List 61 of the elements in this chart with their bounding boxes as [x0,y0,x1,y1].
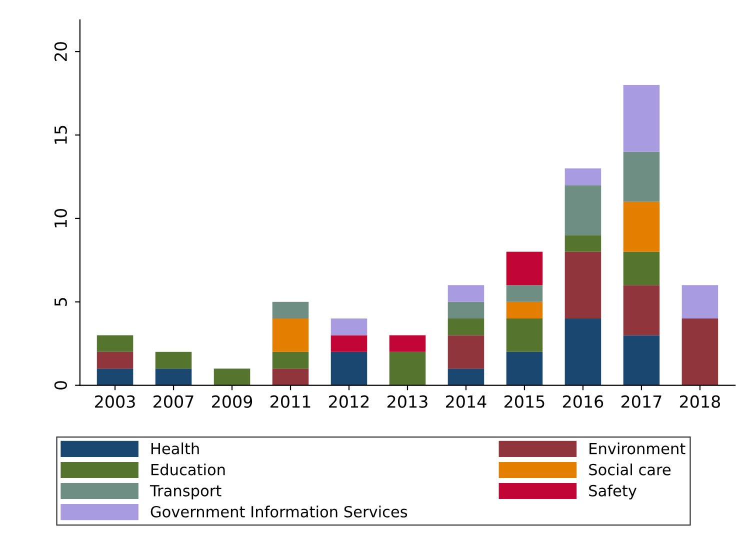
bar [448,368,484,386]
bar [506,302,543,319]
bar [623,252,660,286]
bar [389,335,426,352]
bar [682,318,718,386]
legend-label: Government Information Services [150,506,408,518]
bar [330,335,368,352]
bar [448,318,484,336]
x-tick-label: 2003 [95,395,135,408]
bar [564,252,602,319]
x-tick-label: 2007 [154,395,194,408]
y-tick-label: 20 [54,42,67,61]
x-tick-label: 2017 [621,395,662,408]
legend-label: Social care [589,464,671,476]
bar [448,302,484,319]
bar [623,202,660,252]
x-tick-label: 2014 [446,395,486,408]
legend-label: Safety [589,484,637,500]
legend-label: Transport [150,485,222,500]
bar [330,318,368,336]
bar [564,185,602,236]
y-tick-label: 0 [54,381,67,390]
legend-label: Health [151,442,199,454]
x-tick-label: 2013 [388,395,428,408]
bar [155,368,192,386]
bar [564,318,602,386]
bar [682,285,718,319]
bar [506,285,543,302]
x-tick-label: 2009 [212,395,252,408]
legend-label: Education [151,464,225,476]
bar [448,285,484,302]
bar [623,152,660,202]
bar [96,368,134,386]
bar [564,168,602,186]
y-tick-label: 5 [54,298,67,306]
bar [506,352,543,386]
bar [272,318,309,352]
bar [272,368,309,386]
bar [506,252,543,286]
bar [623,84,660,152]
bar [155,352,192,369]
bar [272,302,309,319]
y-tick-label: 15 [54,126,67,144]
bar [272,352,309,369]
x-tick-label: 2015 [504,395,544,408]
bar [448,335,484,369]
x-tick-label: 2018 [680,395,720,408]
y-tick-label: 10 [54,208,67,228]
bar [214,368,250,386]
x-tick-label: 2016 [562,395,604,408]
legend-label: Environment [590,442,686,454]
bar [330,352,368,386]
bar [389,352,426,386]
x-tick-label: 2011 [270,395,310,408]
x-tick-label: 2012 [329,395,369,408]
bar [623,335,660,386]
bar [96,352,134,369]
bar [96,335,134,352]
bar [564,235,602,252]
bar [623,285,660,336]
bar [506,318,543,352]
